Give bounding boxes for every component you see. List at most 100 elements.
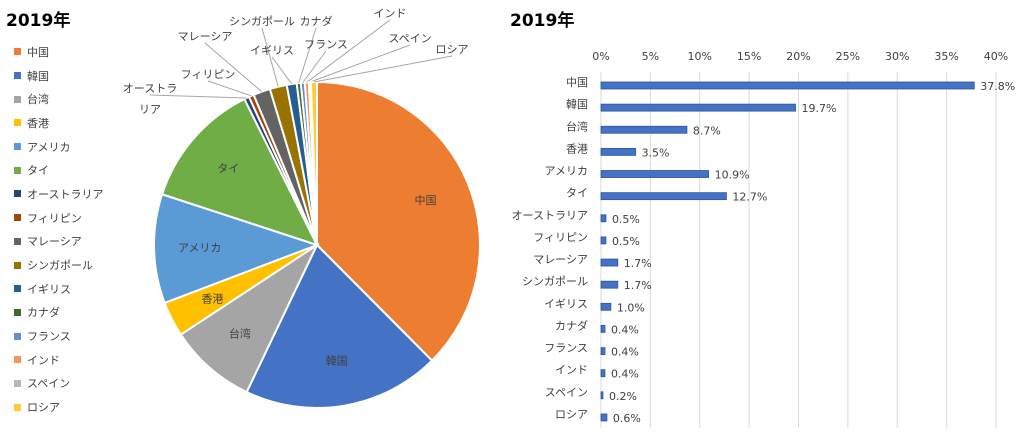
pie-slice-label: アメリカ (178, 242, 221, 255)
bar (600, 325, 606, 333)
y-tick-label: スペイン (545, 386, 588, 399)
leader-line (271, 56, 293, 85)
bar-data-label: 12.7% (732, 191, 767, 204)
bar (600, 258, 619, 267)
leader-line (261, 27, 279, 87)
legend-item: 中国 (14, 40, 103, 64)
y-tick-label: ロシア (555, 408, 588, 421)
legend-label: カナダ (27, 306, 60, 320)
leader-line (309, 44, 411, 83)
pie-slice (153, 192, 320, 305)
legend-item: スペイン (14, 372, 103, 396)
pie-slice-label: フランス (304, 38, 348, 51)
legend-swatch (14, 308, 21, 316)
bar (600, 147, 636, 156)
legend-swatch (14, 261, 21, 269)
legend-label: アメリカ (27, 140, 71, 154)
legend-label: スペイン (27, 377, 71, 391)
bar-data-label: 0.4% (611, 346, 639, 359)
bar (600, 125, 688, 134)
y-tick-label: 中国 (566, 76, 588, 89)
legend-swatch (14, 285, 21, 293)
pie-slice-label: マレーシア (178, 30, 233, 43)
y-tick-label: フィリピン (533, 231, 588, 244)
bar (600, 170, 710, 178)
bar (600, 81, 975, 90)
leader-line (302, 50, 327, 83)
legend-swatch (14, 190, 21, 198)
legend-label: 香港 (27, 116, 49, 130)
bar-data-label: 0.4% (611, 368, 639, 381)
legend-swatch (14, 72, 21, 80)
leader-line (298, 27, 317, 84)
y-tick-label: アメリカ (545, 165, 588, 178)
legend-item: タイ (14, 158, 103, 182)
x-tick-label: 25% (836, 50, 860, 63)
legend-item: フィリピン (14, 206, 103, 230)
legend-label: 台湾 (27, 93, 49, 107)
bar (600, 391, 604, 400)
pie-slice-label: イギリス (250, 44, 294, 57)
legend-swatch (14, 332, 21, 340)
leader-line (207, 80, 252, 97)
bar-data-label: 1.7% (624, 279, 652, 292)
leader-line (204, 42, 263, 93)
legend-label: ロシア (27, 401, 60, 415)
bar-data-label: 3.5% (642, 146, 670, 159)
y-tick-label: フランス (544, 342, 588, 355)
legend-item: インド (14, 348, 103, 372)
x-tick-label: 15% (737, 50, 761, 63)
y-tick-label: マレーシア (533, 253, 588, 266)
pie-title: 2019年 (6, 11, 71, 31)
pie-slice (309, 80, 318, 246)
pie-legend: 中国韓国台湾香港アメリカタイオーストラリアフィリピンマレーシアシンガポールイギリ… (14, 40, 103, 419)
pie-slice-label: オーストラ (123, 82, 177, 95)
legend-label: フランス (27, 330, 71, 344)
legend-item: シンガポール (14, 253, 103, 277)
pie-slice-label: 韓国 (326, 355, 348, 368)
bar-data-label: 1.7% (624, 257, 652, 270)
legend-item: 韓国 (14, 64, 103, 88)
y-tick-label: カナダ (555, 318, 588, 332)
pie-slice (179, 242, 320, 394)
pie-slice-label: リア (139, 103, 161, 116)
legend-item: マレーシア (14, 230, 103, 254)
legend-label: オーストラリア (27, 187, 104, 201)
legend-swatch (14, 356, 21, 364)
x-tick-label: 20% (786, 50, 810, 63)
bar (600, 192, 727, 201)
bar-data-label: 0.2% (609, 390, 637, 403)
leader-line (313, 55, 453, 83)
bar (600, 214, 607, 223)
pie-slice-label: フィリピン (181, 68, 236, 81)
legend-item: アメリカ (14, 135, 103, 159)
legend-label: イギリス (27, 282, 71, 296)
pie-slice-label: インド (374, 7, 407, 20)
bar (600, 347, 606, 355)
pie-slice-label: シンガポール (229, 15, 295, 28)
legend-item: ロシア (14, 395, 103, 419)
pie-slice-label: 中国 (414, 194, 436, 207)
bar-data-label: 37.8% (980, 80, 1015, 93)
legend-item: フランス (14, 324, 103, 348)
y-tick-label: 香港 (566, 142, 588, 155)
x-tick-label: 0% (592, 50, 609, 63)
legend-swatch (14, 95, 21, 103)
y-tick-label: シンガポール (522, 275, 588, 288)
bar-data-label: 19.7% (802, 102, 837, 115)
legend-label: インド (27, 353, 60, 367)
legend-label: 中国 (27, 45, 49, 59)
pie-slice (245, 243, 434, 409)
legend-swatch (14, 379, 21, 387)
legend-swatch (14, 119, 21, 127)
bar-data-label: 1.0% (617, 301, 645, 314)
legend-label: マレーシア (27, 235, 82, 249)
y-tick-label: インド (555, 364, 588, 377)
y-tick-label: イギリス (544, 297, 588, 310)
bar (600, 280, 619, 289)
leader-line (149, 94, 247, 99)
bar (600, 369, 606, 378)
x-tick-label: 40% (984, 50, 1008, 63)
pie-slice-label: スペイン (388, 32, 431, 45)
